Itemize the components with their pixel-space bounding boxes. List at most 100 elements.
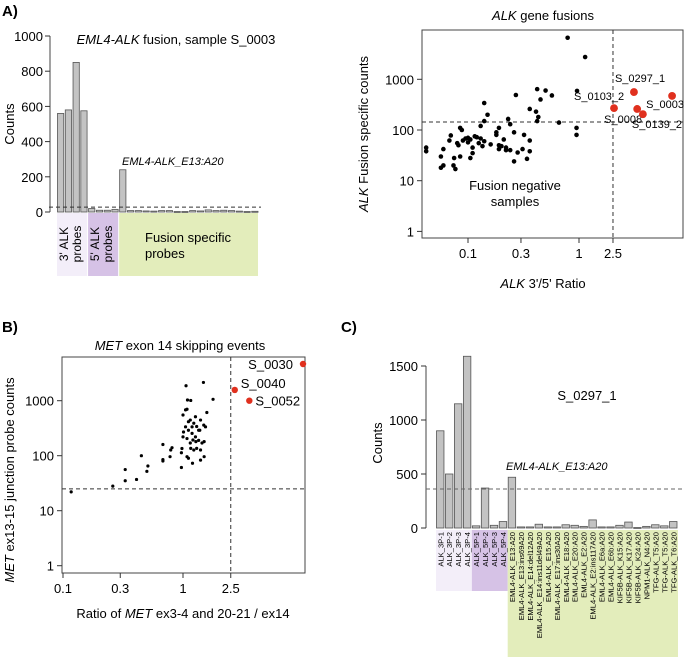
data-point (447, 138, 452, 143)
data-point (202, 440, 206, 444)
data-point (438, 154, 444, 159)
bar-annotation: EML4-ALK_E13:A20 (506, 461, 608, 473)
data-point (181, 435, 185, 439)
bar (642, 525, 651, 529)
panel-label-c: C) (341, 319, 357, 336)
bar (588, 519, 597, 529)
category-label: ALK_3P-1 (436, 532, 445, 567)
y-tick-label: 0 (36, 205, 43, 220)
data-point (192, 421, 196, 425)
category-label: TFG-ALK_T6:A20 (669, 532, 678, 593)
bar (220, 209, 228, 213)
bar (489, 524, 499, 529)
data-point (111, 484, 115, 488)
category-label: EML4-ALK_E15:A20 (544, 532, 553, 602)
data-point (189, 398, 193, 403)
data-point (183, 408, 188, 412)
data-point (145, 469, 149, 473)
chart-title-part: gene fusions (517, 8, 595, 23)
plot-frame (421, 29, 684, 239)
data-point (123, 479, 127, 483)
bar (597, 526, 606, 529)
data-point (198, 458, 203, 462)
data-point (186, 420, 191, 424)
data-point (192, 448, 196, 452)
probe-group-block (471, 530, 508, 591)
y-tick-label: 1 (47, 559, 54, 574)
bar (150, 210, 158, 213)
data-point (423, 149, 429, 154)
category-label: EML4-ALK_E14:del12A20 (526, 532, 535, 621)
y-tick-label: 1500 (389, 359, 418, 374)
data-point (161, 442, 165, 447)
data-point (423, 145, 429, 150)
data-point (205, 410, 209, 415)
data-point (527, 106, 533, 112)
bar (552, 526, 561, 529)
bar (134, 210, 142, 213)
data-point (188, 441, 192, 445)
bar (119, 169, 127, 213)
category-label: KIF5B-ALK_K24:A20 (633, 532, 642, 603)
bar (72, 62, 80, 213)
bar (507, 476, 517, 529)
data-point (203, 425, 208, 429)
bar (534, 523, 543, 529)
x-tick-label: 0.1 (54, 581, 72, 596)
y-tick-label: 1000 (14, 29, 43, 44)
bar (189, 210, 197, 213)
probe-group-block (119, 213, 259, 276)
data-point (190, 425, 194, 429)
y-tick-label: 400 (21, 135, 43, 150)
data-point (481, 138, 487, 144)
data-point (481, 100, 487, 106)
data-point (472, 134, 478, 139)
data-point (511, 159, 517, 164)
highlighted-point-label: S_0139_2 (632, 119, 682, 131)
bar (570, 524, 579, 529)
y-tick-label: 10 (400, 174, 414, 189)
data-point (501, 137, 507, 142)
category-label: ALK_3P-4 (463, 532, 472, 567)
data-point (181, 413, 185, 417)
y-tick-label: 200 (21, 170, 43, 185)
bar (80, 110, 88, 213)
bar (251, 210, 259, 213)
group-label-3prime-part: 3' ALK (57, 227, 71, 261)
chart-title-part: ALK (491, 8, 518, 23)
highlighted-point-label: S_0297_1 (615, 73, 665, 85)
y-tick-label: 100 (32, 449, 54, 464)
data-point (195, 446, 199, 450)
data-point (515, 150, 520, 155)
y-axis-label-part: Fusion specific counts (356, 55, 371, 187)
category-label: ALK_5P-3 (490, 532, 499, 567)
data-point (513, 92, 519, 98)
chart-title: ALK gene fusions (491, 8, 594, 23)
probe-group-block (57, 213, 88, 276)
x-axis-label-part: 3'/5' Ratio (525, 276, 586, 291)
y-axis-label: MET ex13-15 junction probe counts (2, 377, 17, 583)
data-point (534, 118, 540, 124)
category-label: ALK_3P-3 (454, 532, 463, 567)
data-point (134, 477, 139, 482)
y-tick-label: 1000 (385, 72, 414, 87)
bar (624, 521, 633, 529)
chart-title-part: EML4-ALK (77, 32, 141, 47)
data-point (186, 428, 191, 432)
data-point (185, 436, 189, 441)
category-label: KIF5B-ALK_K15:A20 (616, 532, 625, 603)
bar (579, 525, 588, 529)
x-tick-label: 2.5 (222, 581, 240, 596)
bar (471, 525, 481, 529)
data-point (481, 118, 487, 124)
data-point (538, 97, 543, 102)
data-point (453, 166, 458, 172)
data-point (169, 448, 173, 452)
bar (235, 210, 243, 213)
probe-group-block (507, 530, 678, 657)
bar (445, 473, 454, 529)
bar (660, 525, 669, 529)
category-label: EML4-ALK_E14:ins11del49A20 (535, 532, 544, 638)
group-label-5prime: 5' ALK (88, 227, 102, 261)
data-point (179, 465, 184, 470)
